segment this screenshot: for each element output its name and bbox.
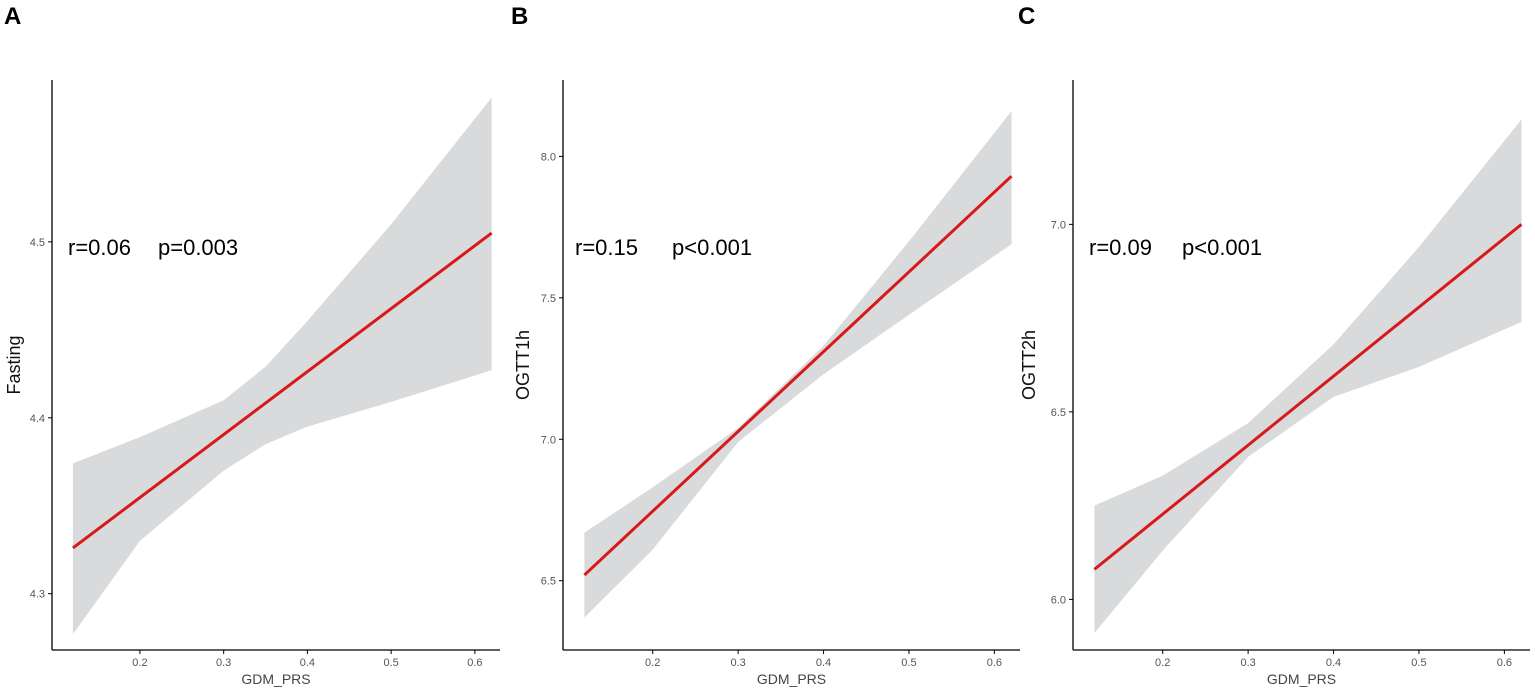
confidence-band [72, 97, 492, 635]
x-tick-label: 0.3 [1240, 657, 1255, 669]
x-tick-label: 0.3 [216, 657, 231, 669]
x-tick-label: 0.4 [1326, 657, 1341, 669]
y-tick-label: 4.5 [30, 237, 45, 249]
x-tick-label: 0.5 [383, 657, 398, 669]
x-tick-label: 0.6 [1497, 657, 1512, 669]
panel-c: C 0.2 0.3 0.4 0.5 0.6 6.0 6.5 7.0 GDM_PRS OGTT2h r… [1018, 3, 1530, 687]
regression-line [72, 231, 493, 550]
x-tick-label: 0.6 [467, 657, 482, 669]
x-tick-label: 0.5 [901, 657, 916, 669]
confidence-band [584, 111, 1012, 618]
panel-a: A 0.2 0.3 0.4 0.5 0.6 4.3 4.4 4.5 GDM_PRS Fasting… [4, 3, 500, 687]
y-tick-label: 7.5 [541, 293, 556, 305]
y-axis-title: OGTT2h [1019, 330, 1039, 400]
annotation-r: r=0.06 [68, 235, 131, 260]
regression-line [1093, 223, 1523, 571]
x-tick-label: 0.4 [300, 657, 315, 669]
x-tick-label: 0.6 [987, 657, 1002, 669]
y-tick-label: 8.0 [541, 151, 556, 163]
panel-letter-a: A [4, 3, 21, 30]
x-tick-label: 0.2 [1155, 657, 1170, 669]
x-axis-title: GDM_PRS [1267, 671, 1336, 687]
y-tick-label: 7.0 [541, 434, 556, 446]
y-tick-label: 7.0 [1051, 219, 1066, 231]
y-tick-label: 4.3 [30, 589, 45, 601]
annotation-p: p=0.003 [158, 235, 238, 260]
panel-b: B 0.2 0.3 0.4 0.5 0.6 6.5 7.0 7.5 8.0 GDM_PRS OGTT… [511, 3, 1020, 687]
annotation-p: p<0.001 [672, 235, 752, 260]
regression-line [583, 175, 1013, 577]
x-tick-label: 0.5 [1411, 657, 1426, 669]
annotation-r: r=0.15 [575, 235, 638, 260]
y-axis-title: Fasting [4, 335, 24, 394]
y-tick-label: 6.5 [1051, 407, 1066, 419]
x-tick-label: 0.3 [730, 657, 745, 669]
y-axis-title: OGTT1h [513, 330, 533, 400]
y-tick-label: 6.0 [1051, 594, 1066, 606]
x-tick-label: 0.2 [132, 657, 147, 669]
panel-letter-c: C [1018, 3, 1035, 30]
x-axis-title: GDM_PRS [757, 671, 826, 687]
panel-letter-b: B [511, 3, 528, 30]
x-tick-label: 0.2 [645, 657, 660, 669]
x-axis-title: GDM_PRS [241, 671, 310, 687]
y-tick-label: 4.4 [30, 413, 45, 425]
annotation-r: r=0.09 [1089, 235, 1152, 260]
y-tick-label: 6.5 [541, 576, 556, 588]
confidence-band [1094, 119, 1522, 634]
x-tick-label: 0.4 [816, 657, 831, 669]
annotation-p: p<0.001 [1182, 235, 1262, 260]
